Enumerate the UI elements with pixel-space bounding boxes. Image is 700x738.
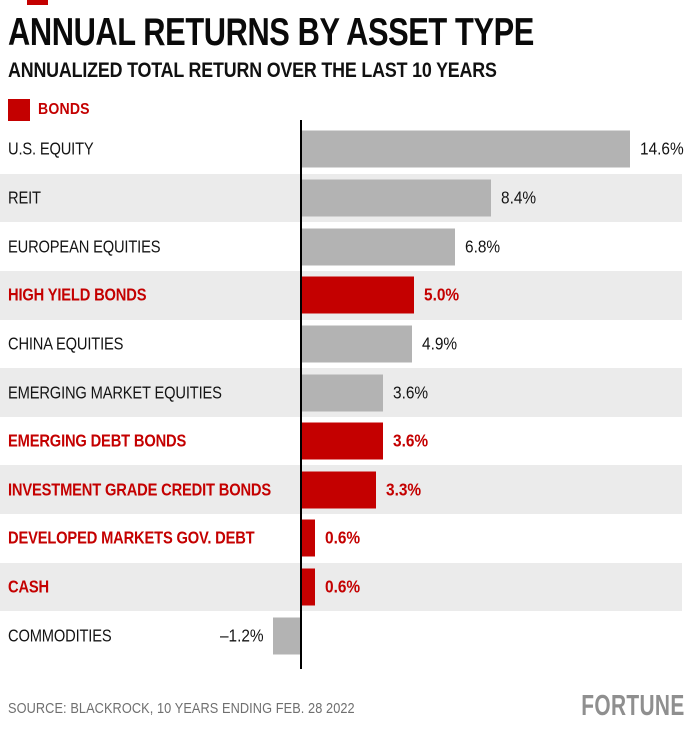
bar — [273, 617, 300, 655]
chart-row: U.S. EQUITY 14.6% — [0, 125, 684, 174]
bonds-legend-swatch-icon — [8, 99, 30, 121]
bar-chart: U.S. EQUITY 14.6% REIT 8.4% EUROPEAN EQU… — [0, 125, 700, 660]
value-label: 3.6% — [393, 430, 429, 451]
bar — [302, 130, 630, 168]
value-label: 3.6% — [393, 382, 429, 403]
row-label: COMMODITIES — [8, 625, 112, 646]
source-note: SOURCE: BLACKROCK, 10 YEARS ENDING FEB. … — [8, 700, 355, 717]
bar — [302, 519, 315, 557]
row-label: DEVELOPED MARKETS GOV. DEBT — [8, 527, 255, 548]
value-label: 8.4% — [501, 187, 537, 208]
row-label: EMERGING DEBT BONDS — [8, 430, 187, 451]
legend: BONDS — [8, 99, 97, 121]
bar — [302, 228, 455, 266]
chart-row: CASH 0.6% — [0, 562, 682, 612]
chart-row: COMMODITIES –1.2% — [0, 611, 682, 660]
row-label: REIT — [8, 187, 41, 208]
chart-row: REIT 8.4% — [0, 173, 682, 223]
bar — [302, 422, 383, 460]
row-label: U.S. EQUITY — [8, 138, 94, 159]
chart-row: EMERGING DEBT BONDS 3.6% — [0, 417, 682, 466]
chart-row: CHINA EQUITIES 4.9% — [0, 320, 682, 369]
zero-baseline-axis — [300, 120, 302, 669]
bar — [302, 374, 383, 412]
chart-title: ANNUAL RETURNS BY ASSET TYPE — [8, 11, 534, 54]
row-label: HIGH YIELD BONDS — [8, 284, 147, 305]
chart-row: DEVELOPED MARKETS GOV. DEBT 0.6% — [0, 514, 682, 563]
value-label: 0.6% — [325, 527, 361, 548]
bar — [302, 568, 315, 606]
row-label: CASH — [8, 576, 49, 597]
value-label: 0.6% — [325, 576, 361, 597]
row-label: INVESTMENT GRADE CREDIT BONDS — [8, 479, 272, 500]
bar — [302, 471, 376, 509]
bar — [302, 325, 412, 363]
value-label: 4.9% — [422, 333, 458, 354]
chart-row: INVESTMENT GRADE CREDIT BONDS 3.3% — [0, 465, 682, 515]
row-label: EMERGING MARKET EQUITIES — [8, 382, 222, 403]
chart-row: HIGH YIELD BONDS 5.0% — [0, 270, 682, 320]
value-label: 14.6% — [640, 138, 684, 159]
red-accent-mark — [27, 0, 48, 5]
row-label: EUROPEAN EQUITIES — [8, 236, 161, 257]
chart-row: EMERGING MARKET EQUITIES 3.6% — [0, 368, 682, 417]
value-label: 6.8% — [465, 236, 501, 257]
legend-label: BONDS — [38, 101, 90, 118]
bar — [302, 179, 491, 217]
value-label: 3.3% — [386, 479, 422, 500]
chart-subtitle: ANNUALIZED TOTAL RETURN OVER THE LAST 10… — [8, 59, 497, 82]
chart-row: EUROPEAN EQUITIES 6.8% — [0, 222, 682, 271]
value-label: 5.0% — [424, 284, 460, 305]
bar — [302, 276, 414, 314]
fortune-logo: FORTUNE — [581, 690, 685, 722]
row-label: CHINA EQUITIES — [8, 333, 124, 354]
value-label: –1.2% — [220, 625, 264, 646]
